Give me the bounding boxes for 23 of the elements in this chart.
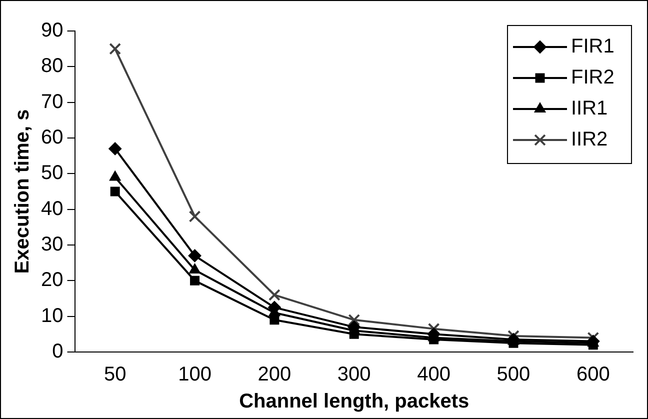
y-tick-label: 70	[40, 90, 64, 113]
x-tick-label: 100	[178, 364, 212, 386]
x-axis-title: Channel length, packets	[239, 390, 470, 413]
x-tick-label: 600	[576, 364, 610, 386]
y-tick-label: 90	[40, 20, 64, 42]
x-tick-label: 400	[417, 364, 450, 386]
x-tick-label: 50	[104, 364, 126, 386]
legend-label: IIR2	[571, 128, 608, 151]
legend-label: FIR2	[571, 66, 614, 89]
y-tick-label: 50	[40, 162, 64, 184]
x-tick-label: 300	[337, 364, 371, 386]
y-tick-label: 40	[40, 198, 64, 220]
y-axis-title: Execution time, s	[12, 109, 34, 274]
y-tick-label: 80	[40, 55, 64, 78]
y-tick-label: 60	[40, 126, 64, 149]
y-tick-label: 20	[40, 269, 64, 292]
x-tick-label: 200	[258, 364, 292, 386]
y-tick-label: 30	[40, 234, 64, 256]
y-tick-label: 0	[52, 340, 64, 363]
legend-label: IIR1	[571, 98, 608, 120]
y-tick-label: 10	[40, 304, 64, 327]
x-tick-label: 500	[496, 364, 530, 386]
legend-label: FIR1	[571, 36, 614, 58]
